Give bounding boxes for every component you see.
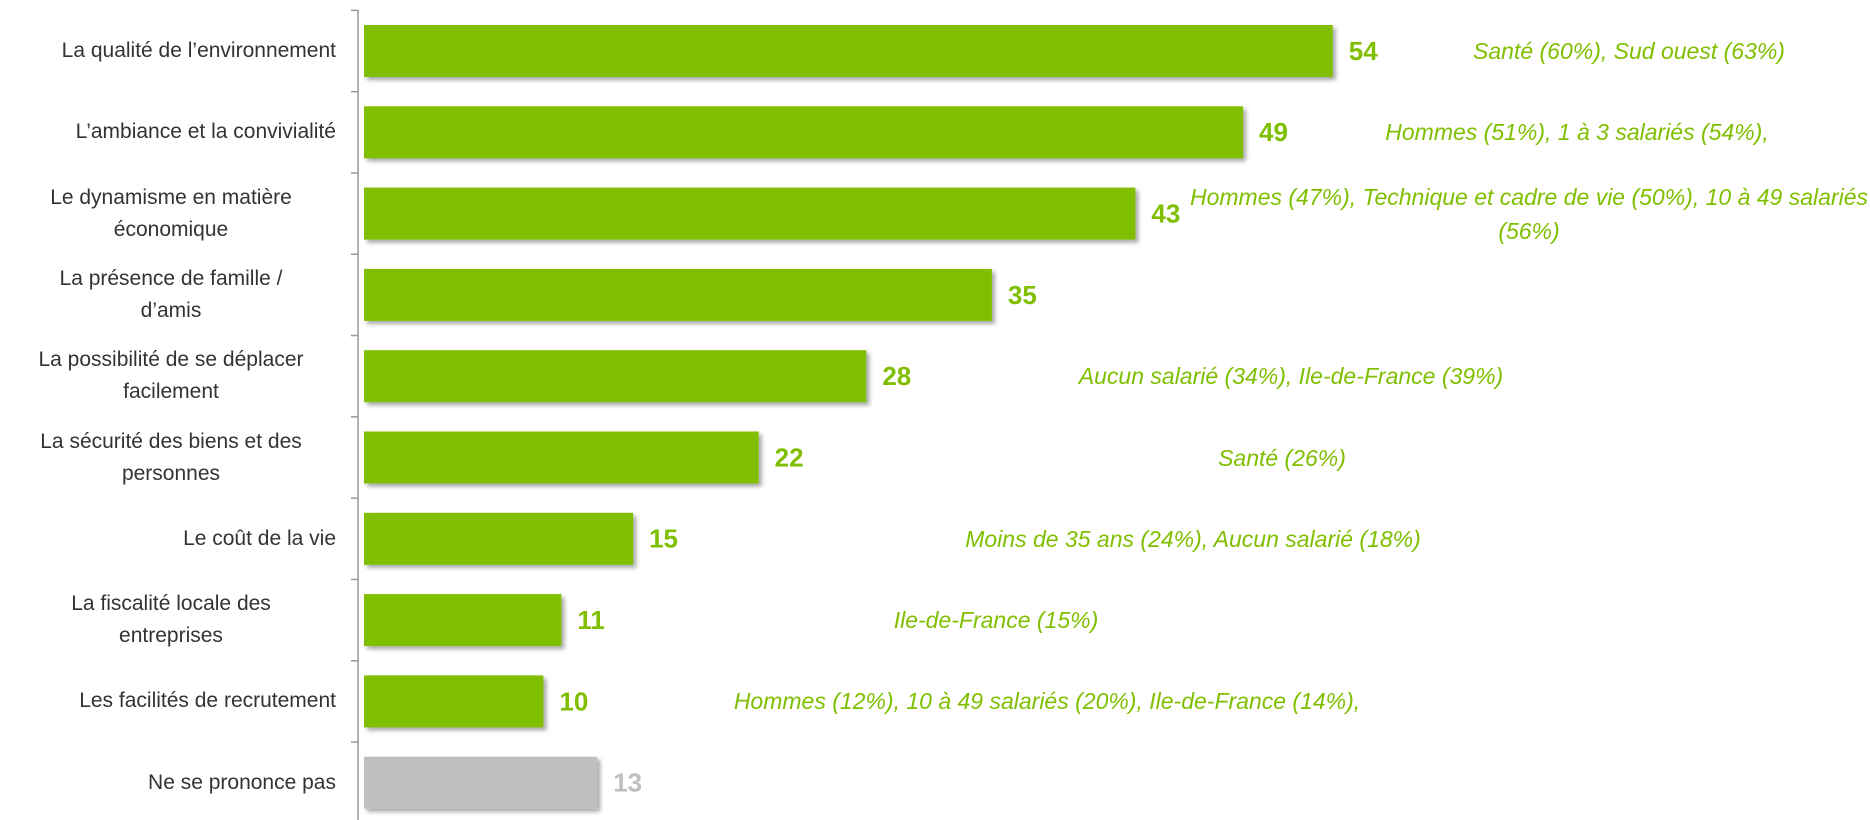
value-label: 54	[1349, 36, 1378, 66]
category-label: La présence de famille / d’amis	[59, 266, 283, 322]
annotation: Hommes (12%), 10 à 49 salariés (20%), Il…	[733, 688, 1361, 715]
annotation: Hommes (47%), Technique et cadre de vie …	[1190, 183, 1868, 244]
category-label: Le coût de la vie	[183, 526, 336, 550]
category-label: Les facilités de recrutement	[79, 689, 336, 713]
value-label: 10	[559, 686, 588, 716]
value-label: 35	[1008, 280, 1037, 310]
annotation: Ile-de-France (15%)	[893, 607, 1099, 634]
value-label: 43	[1151, 198, 1180, 228]
annotation: Moins de 35 ans (24%), Aucun salarié (18…	[965, 525, 1421, 552]
category-label: La fiscalité locale des entreprises	[71, 592, 271, 648]
bar	[364, 187, 1136, 240]
value-label: 13	[613, 768, 642, 798]
category-label: La sécurité des biens et des personnes	[40, 429, 302, 485]
value-label: 11	[577, 605, 605, 635]
category-label: Ne se prononce pas	[148, 770, 336, 794]
bar	[364, 512, 634, 565]
value-label: 22	[775, 442, 804, 472]
bar	[364, 675, 544, 728]
annotation: Santé (26%)	[1218, 444, 1346, 471]
bar	[364, 431, 759, 484]
category-label: La possibilité de se déplacer facilement	[38, 348, 304, 404]
bar	[364, 756, 598, 809]
category-label: Le dynamisme en matière économique	[50, 185, 292, 241]
bar	[364, 106, 1244, 159]
annotation: Hommes (51%), 1 à 3 salariés (54%),	[1385, 119, 1769, 146]
annotation: Aucun salarié (34%), Ile-de-France (39%)	[1078, 363, 1504, 390]
value-label: 15	[649, 524, 678, 554]
bar	[364, 350, 867, 403]
category-label: L’ambiance et la convivialité	[75, 120, 336, 144]
annotation: Santé (60%), Sud ouest (63%)	[1473, 38, 1785, 64]
bar	[364, 268, 992, 321]
value-label: 49	[1259, 117, 1288, 147]
bar	[364, 25, 1333, 77]
category-label: La qualité de l’environnement	[61, 39, 336, 62]
bar	[364, 594, 562, 647]
value-label: 28	[882, 361, 911, 391]
